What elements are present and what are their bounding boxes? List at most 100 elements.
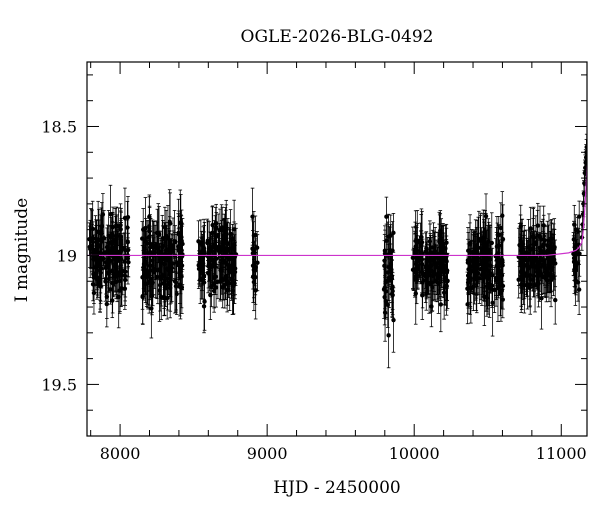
season-7-point [471,241,477,294]
season-8-point [542,236,547,286]
data-point [224,240,230,246]
data-point [483,257,489,263]
data-point [106,257,112,263]
season-8-point [535,234,540,296]
season-5-point [383,282,389,320]
season-1-point [89,223,95,269]
data-point [173,283,179,289]
season-7-point [489,265,495,306]
data-point [232,242,237,247]
data-point [391,230,396,236]
model-curve [87,165,587,257]
season-1-point [93,219,99,265]
data-point [443,275,448,280]
season-2-point [167,189,172,255]
season-5-point [384,196,389,237]
data-point [154,274,160,280]
data-point [531,234,536,239]
data-point [382,310,388,315]
data-point [179,285,185,290]
season-3-point [227,227,232,289]
season-6-point [419,214,424,276]
data-point [231,283,236,288]
data-point [539,296,544,301]
data-point [535,223,541,228]
data-point [384,214,389,219]
data-point [93,239,99,245]
plot-area [87,133,587,369]
data-point [494,276,499,281]
data-point [165,257,171,263]
season-6-point [443,249,448,306]
data-point [496,264,501,269]
data-point [481,271,487,277]
data-point [535,262,540,268]
y-tick-label: 19.5 [41,375,77,394]
season-1-point [106,231,112,289]
data-point [172,239,178,245]
season-1-point [104,280,109,328]
season-8-point [517,223,522,267]
data-point [223,274,228,279]
data-point [208,292,213,298]
data-point [584,144,587,150]
season-1-point [97,258,103,313]
season-1-point [110,214,116,258]
data-point [468,285,473,291]
season-1-point [103,263,109,295]
data-point [227,255,232,261]
data-point [386,333,391,338]
data-point [143,225,148,231]
data-point [531,277,536,282]
data-point [428,280,433,286]
data-point [542,258,547,264]
season-4-point [255,234,260,292]
season-5-point [389,252,394,287]
season-5-point [391,213,396,253]
data-point [427,239,433,244]
data-point [165,295,170,301]
season-5-point [386,302,391,369]
season-3-point [217,262,223,302]
data-point [527,285,532,291]
season-6-point [444,227,449,258]
axes: 8000 9000 10000 11000 18.5 19 19.5 [41,61,588,463]
data-point [221,244,226,249]
data-point [176,262,181,268]
season-3-point [213,221,218,277]
season-6-point [441,225,446,270]
data-point [168,282,173,287]
data-point [528,247,533,252]
data-point [118,222,123,228]
season-9-point [573,246,578,292]
data-point [115,250,120,255]
season-2-point [179,261,185,314]
data-point [92,265,98,270]
data-point [209,230,215,236]
data-point [224,232,229,237]
x-tick-label: 11000 [536,444,587,463]
data-point [444,240,449,245]
data-point [110,298,115,303]
season-3-point [221,229,226,264]
data-point [178,220,183,226]
x-tick-label: 8000 [100,444,141,463]
data-point [231,257,236,263]
data-point [492,287,497,293]
data-point [389,267,394,272]
data-point [548,277,554,283]
data-point [582,181,587,186]
data-point [162,225,168,230]
data-point [104,301,109,307]
data-point [465,302,470,307]
data-point [118,248,124,253]
data-point [573,266,578,272]
data-point [217,279,223,284]
data-point [101,235,107,241]
season-2-point [177,235,183,269]
data-point [498,291,503,296]
season-3-point [229,236,234,299]
data-point [169,265,175,270]
data-point [484,284,490,289]
season-1-point [101,210,107,266]
